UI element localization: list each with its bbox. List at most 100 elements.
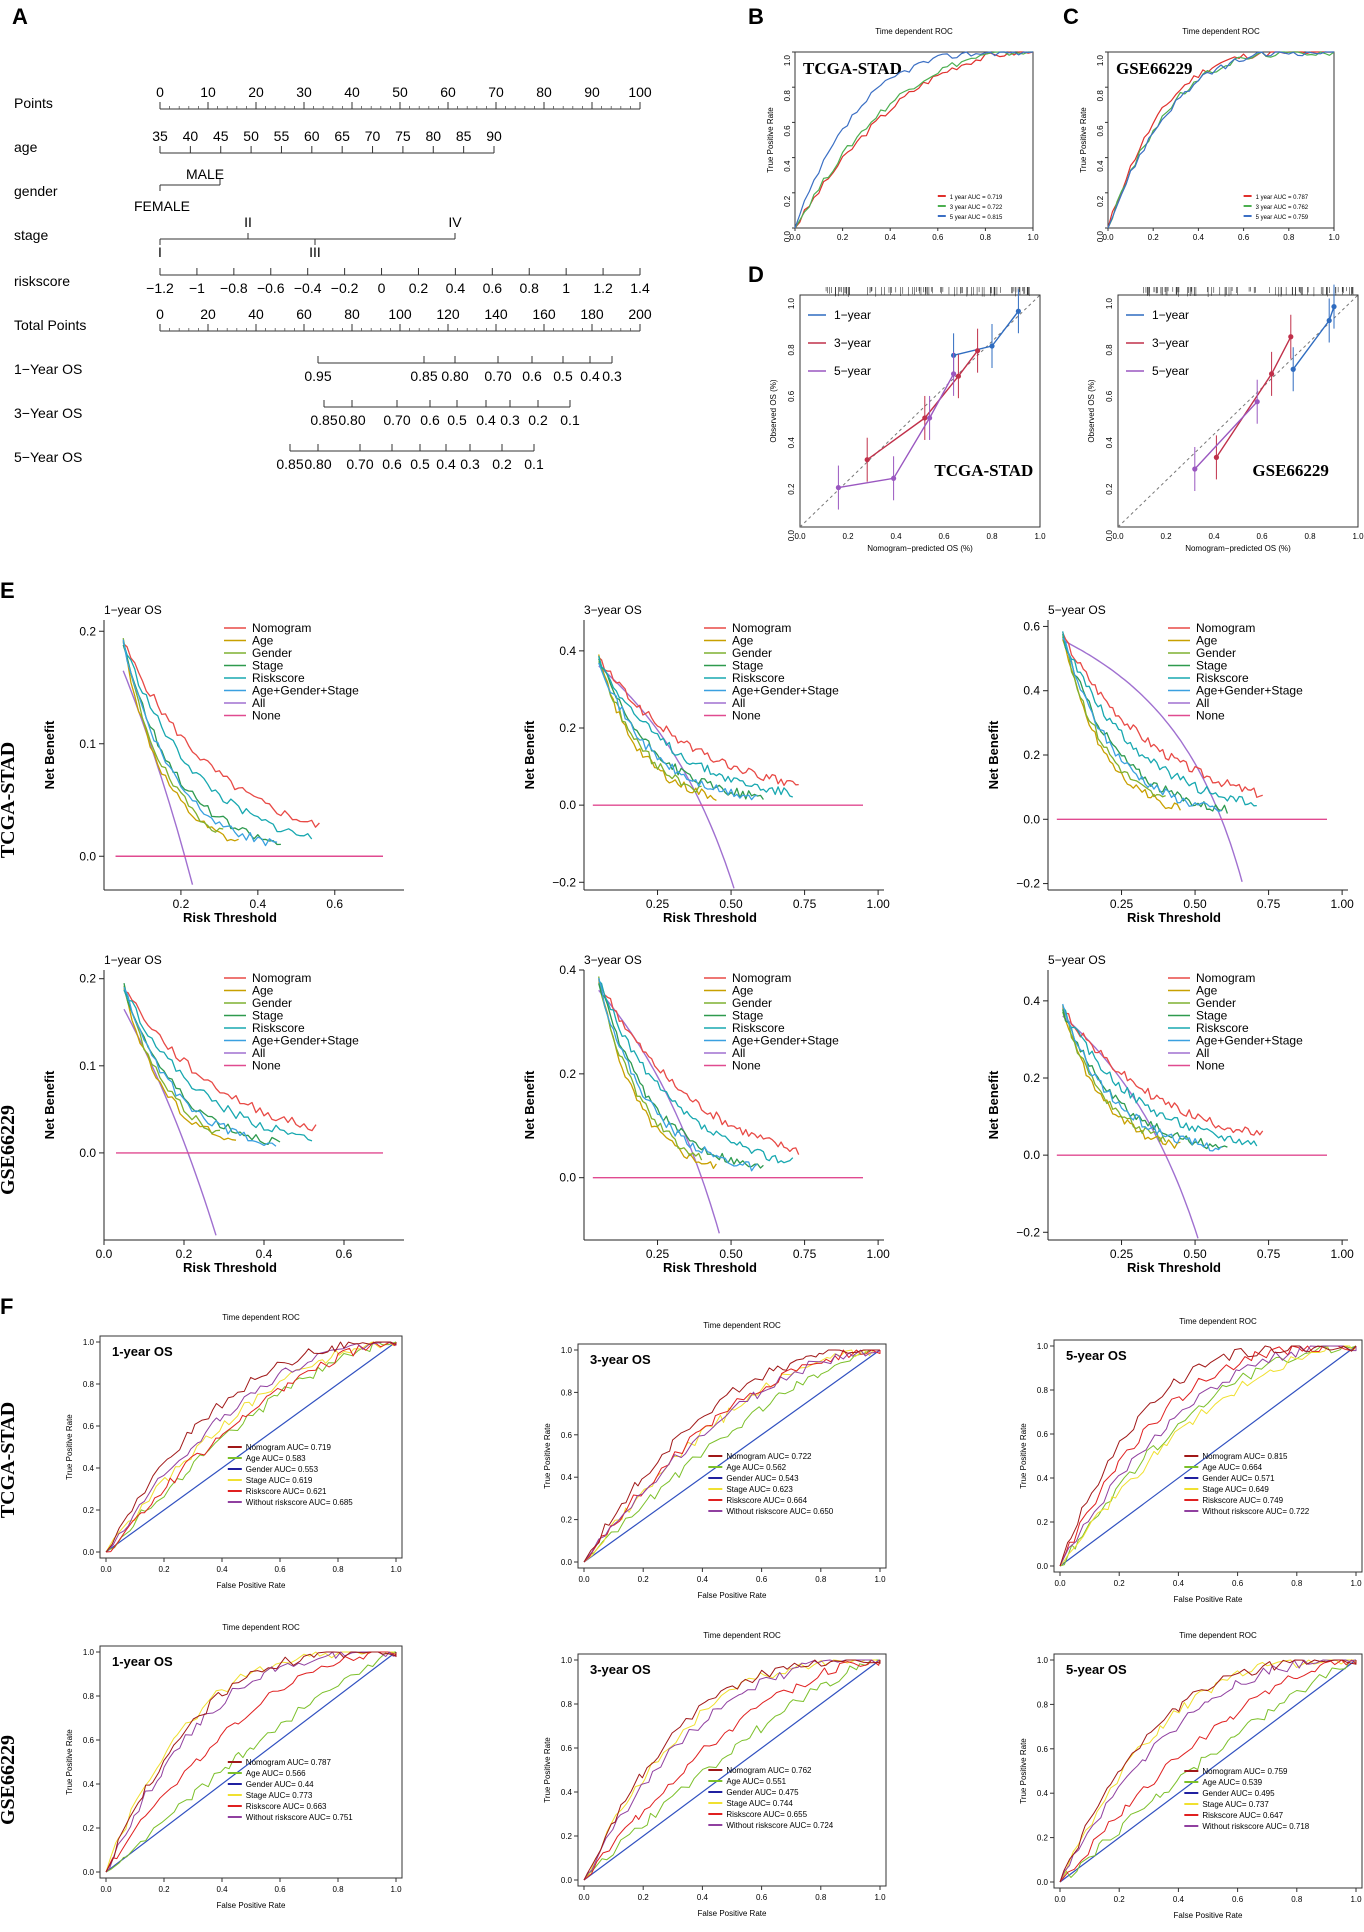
roc-curve [1059,1345,1357,1567]
legend-label: Stage [732,659,764,673]
x-tick-label: 0.8 [980,233,992,242]
nomogram-tick-label: 200 [628,306,652,322]
x-tick-label: 0.4 [697,1575,709,1584]
y-tick-label: 0.2 [561,1832,573,1841]
nomogram-tick-label: 70 [365,128,381,144]
x-tick-label: 0.0 [1102,233,1114,242]
x-tick-label: 1.0 [874,1893,886,1902]
legend-label: 3 year AUC = 0.762 [1256,205,1309,211]
calibration-point [1192,466,1198,472]
roc-curve [583,1349,880,1563]
nomogram-tick-label: 0 [156,84,164,100]
roc-curve [105,1651,397,1873]
nomogram-tick-label: 40 [344,84,360,100]
nomogram-tick-label: 100 [628,84,652,100]
y-tick-label: 0.1 [79,1059,96,1073]
x-tick-label: 0.6 [756,1893,768,1902]
x-tick-label: 0.4 [216,1565,228,1574]
legend-label: Riskscore AUC= 0.621 [246,1487,327,1496]
decision-curve [122,642,320,828]
roc-curve [105,1341,397,1553]
decision-curve-all [123,1008,217,1236]
y-tick-label: 0.4 [561,1473,573,1482]
x-tick-label: 0.25 [646,897,670,911]
nomogram-tick-label: 90 [584,84,600,100]
nomogram-tick-label: 0.6 [382,456,402,472]
y-tick-label: 1.0 [83,1648,95,1657]
nomogram-tick-label: 0.85 [310,412,337,428]
plot-frame [99,1335,403,1559]
legend-label: Age+Gender+Stage [1196,1034,1303,1048]
nomogram-tick-label: 0.1 [560,412,580,428]
x-tick-label: 0.4 [1173,1895,1185,1904]
x-tick-label: 1.0 [1350,1579,1362,1588]
legend-label: 5−year [1152,364,1189,378]
x-tick-label: 0.6 [938,532,950,541]
x-tick-label: 0.0 [578,1893,590,1902]
legend-label: Riskscore [252,671,305,685]
y-tick-label: 0.8 [561,1700,573,1709]
x-tick-label: 0.2 [842,532,854,541]
nomogram-tick-label: 45 [213,128,229,144]
y-tick-label: 0.2 [561,1516,573,1525]
panel-subtitle: 1-year OS [112,1654,173,1669]
decision-curve-all [1062,1015,1199,1239]
calibration-line [838,373,955,489]
row-label-tcga: TCGA-STAD [0,1402,19,1518]
x-tick-label: 0.0 [96,1247,113,1261]
y-tick-label: 1.0 [83,1338,95,1347]
x-axis-label: False Positive Rate [698,1591,767,1600]
x-axis-label: False Positive Rate [1174,1595,1243,1604]
legend-label: Gender [252,646,292,660]
legend-label: 5 year AUC = 0.759 [1256,215,1309,221]
nomogram-tick-label: −0.8 [220,280,248,296]
x-tick-label: 0.25 [646,1247,670,1261]
nomogram-tick-label: 50 [243,128,259,144]
nomogram-tick-label: −0.4 [294,280,322,296]
y-tick-label: 1.0 [1096,54,1105,66]
legend-label: Nomogram [1196,971,1255,985]
dataset-label: GSE66229 [1252,461,1329,480]
decision-curve [1062,1007,1264,1136]
panel-subtitle: 1-year OS [112,1344,173,1359]
y-tick-label: 0.2 [79,624,96,638]
y-tick-label: 0.2 [83,1824,95,1833]
y-tick-label: 1.0 [1037,1342,1049,1351]
decision-curve [598,980,794,1164]
x-tick-label: 0.0 [1054,1895,1066,1904]
roc-curve [105,1341,397,1553]
nomogram-tick-label: 75 [395,128,411,144]
legend-label: 1−year [1152,308,1189,322]
nomogram-tick-label: 60 [296,306,312,322]
y-axis-label: Observed OS (%) [769,379,778,442]
decision-curve [598,661,702,794]
y-axis-label: Net Benefit [42,720,57,789]
legend-label: Nomogram AUC= 0.759 [1202,1767,1288,1776]
nomogram-tick-label: 0 [378,280,386,296]
y-axis-label: True Positive Rate [1019,1423,1028,1489]
legend-label: Age AUC= 0.562 [726,1463,786,1472]
roc-title: Time dependent ROC [222,1623,300,1632]
y-tick-label: 0.6 [561,1744,573,1753]
plot-frame [577,1653,887,1887]
legend-label: All [252,696,265,710]
calibration-point [922,415,928,421]
decision-curve [598,983,764,1169]
y-axis-label: Observed OS (%) [1087,379,1096,442]
reference-diagonal [583,1349,881,1563]
decision-curve [122,637,224,833]
x-tick-label: 0.0 [100,1565,112,1574]
legend-label: Stage [252,1009,284,1023]
nomogram-tick-label: 80 [344,306,360,322]
roc-curve [794,51,1034,229]
x-axis-label: Nomogram−predicted OS (%) [867,544,973,553]
roc-curve [105,1341,397,1553]
decision-curve [122,644,281,846]
decision-curve [598,662,758,801]
legend-label: Stage AUC= 0.649 [1202,1485,1269,1494]
panel-label-C: C [1063,4,1079,29]
legend-label: All [732,696,745,710]
legend-label: Without riskscore AUC= 0.722 [1202,1507,1309,1516]
plot-frame [1117,294,1359,528]
nomogram-tick-label: 0.2 [409,280,429,296]
